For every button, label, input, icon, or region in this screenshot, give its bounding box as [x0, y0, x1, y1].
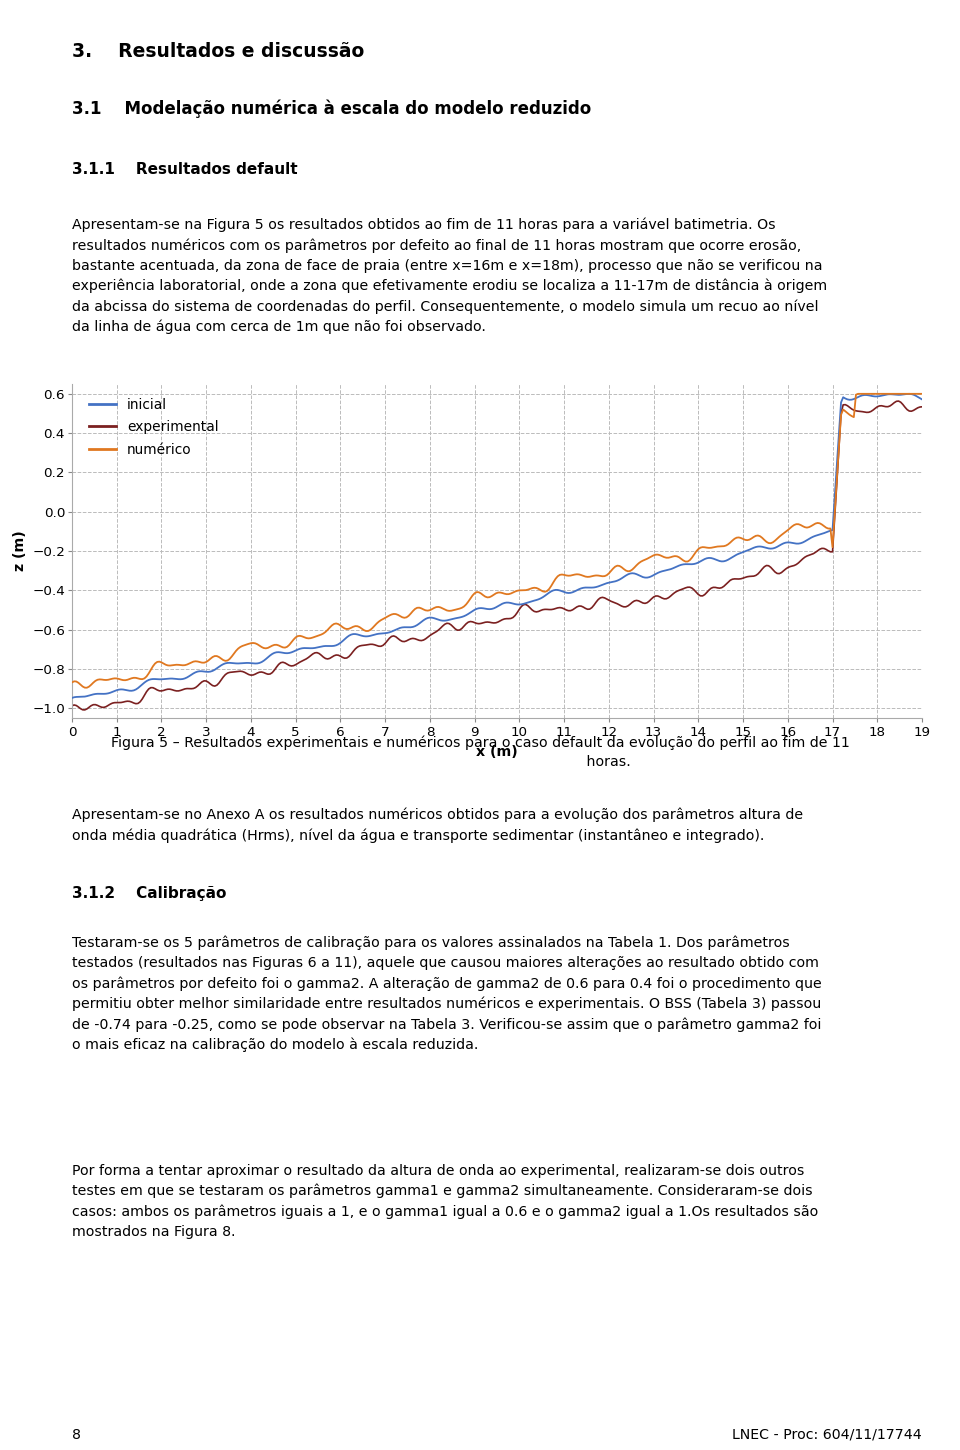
numérico — [682, 552, 693, 570]
experimental — [893, 393, 904, 410]
Text: Figura 5 – Resultados experimentais e numéricos para o caso default da evolução : Figura 5 – Resultados experimentais e nu… — [110, 737, 850, 770]
Text: Apresentam-se na Figura 5 os resultados obtidos ao fim de 11 horas para a variáv: Apresentam-se na Figura 5 os resultados … — [72, 218, 828, 334]
numérico — [603, 564, 614, 581]
Line: numérico: numérico — [72, 394, 922, 687]
numérico — [852, 386, 864, 403]
experimental — [66, 697, 78, 715]
inicial — [601, 574, 612, 592]
Text: 3.1.1    Resultados default: 3.1.1 Resultados default — [72, 162, 298, 177]
Text: 8: 8 — [72, 1428, 81, 1441]
Legend: inicial, experimental, numérico: inicial, experimental, numérico — [84, 393, 225, 463]
experimental — [686, 580, 698, 597]
Line: experimental: experimental — [72, 402, 922, 710]
numérico — [82, 679, 93, 696]
Text: 3.1.2    Calibração: 3.1.2 Calibração — [72, 886, 227, 900]
Text: Apresentam-se no Anexo A os resultados numéricos obtidos para a evolução dos par: Apresentam-se no Anexo A os resultados n… — [72, 808, 804, 842]
inicial — [66, 689, 78, 706]
inicial — [684, 555, 696, 573]
Text: LNEC - Proc: 604/11/17744: LNEC - Proc: 604/11/17744 — [732, 1428, 922, 1441]
inicial — [403, 619, 415, 637]
Text: Por forma a tentar aproximar o resultado da altura de onda ao experimental, real: Por forma a tentar aproximar o resultado… — [72, 1164, 818, 1238]
Line: inicial: inicial — [72, 394, 922, 697]
numérico — [405, 605, 417, 622]
X-axis label: x (m): x (m) — [476, 745, 517, 758]
Text: Testaram-se os 5 parâmetros de calibração para os valores assinalados na Tabela : Testaram-se os 5 parâmetros de calibraçã… — [72, 937, 822, 1053]
inicial — [903, 386, 915, 403]
experimental — [682, 579, 693, 596]
experimental — [916, 399, 927, 416]
experimental — [603, 592, 614, 609]
Text: 3.    Resultados e discussão: 3. Resultados e discussão — [72, 42, 364, 61]
experimental — [171, 682, 182, 699]
experimental — [79, 702, 90, 719]
Text: 3.1    Modelação numérica à escala do modelo reduzido: 3.1 Modelação numérica à escala do model… — [72, 100, 591, 119]
numérico — [66, 674, 78, 692]
experimental — [405, 631, 417, 648]
inicial — [680, 555, 691, 573]
numérico — [171, 655, 182, 673]
inicial — [343, 626, 354, 644]
numérico — [686, 550, 698, 567]
inicial — [169, 670, 180, 687]
inicial — [916, 390, 927, 407]
numérico — [346, 619, 357, 637]
numérico — [916, 386, 927, 403]
experimental — [346, 645, 357, 663]
Y-axis label: z (m): z (m) — [12, 531, 27, 571]
